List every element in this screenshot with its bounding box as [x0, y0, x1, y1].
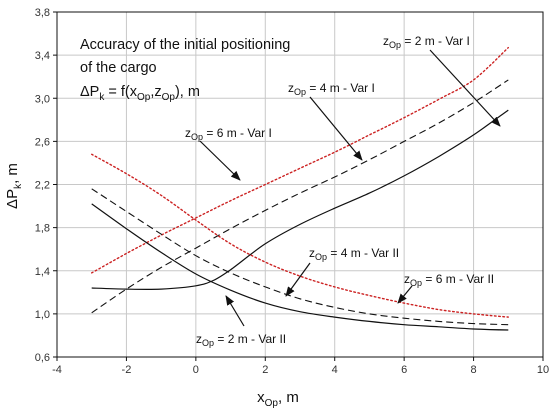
annotation-arrow-2m-var-ii	[225, 295, 245, 327]
x-axis-title-sub: Op	[265, 398, 279, 409]
y-tick-label: 0,6	[35, 352, 50, 364]
x-axis-title-suffix: , m	[278, 389, 299, 406]
chart-title-line-2: of the cargo	[80, 60, 157, 76]
y-tick-label: 1,0	[35, 309, 50, 321]
y-tick-label: 3,8	[35, 7, 50, 19]
y-tick-label: 1,4	[35, 266, 50, 278]
y-tick-labels: 0,6 1,0 1,4 1,8 2,2 2,6 3,0 3,4 3,8	[35, 7, 57, 364]
chart-title-line-1: Accuracy of the initial positioning	[80, 37, 290, 53]
y-tick-label: 2,6	[35, 136, 50, 148]
x-tick-label: 4	[332, 364, 338, 376]
chart-formula: ΔPk = f(xOp,zOp), m	[80, 84, 200, 103]
y-axis-title-main: ΔP	[4, 189, 21, 209]
annotation-label-2m-var-i: zOp = 2 m - Var I	[383, 34, 470, 50]
x-tick-labels: -4 -2 0 2 4 6 8 10	[52, 357, 549, 376]
formula-comma: ,z	[150, 84, 161, 100]
annotation-arrow-6m-var-ii	[397, 285, 413, 304]
annotation-label-4m-var-ii: zOp = 4 m - Var II	[309, 246, 399, 262]
formula-z-sub: Op	[162, 92, 176, 103]
formula-mid: = f(x	[104, 84, 137, 100]
series-group	[91, 46, 509, 331]
y-axis-title-sub: k	[13, 183, 24, 189]
y-tick-label: 1,8	[35, 223, 50, 235]
x-tick-label: -4	[52, 364, 62, 376]
y-tick-label: 2,2	[35, 180, 50, 192]
formula-prefix: ΔP	[80, 84, 99, 100]
annotation-arrow-2m-var-i	[429, 49, 501, 127]
annotation-label-2m-var-ii: zOp = 2 m - Var II	[196, 332, 286, 348]
x-tick-label: 0	[193, 364, 199, 376]
series-line-4	[91, 188, 509, 326]
y-axis-title-suffix: , m	[4, 163, 21, 184]
annotation-label-6m-var-ii: zOp = 6 m - Var II	[404, 272, 494, 288]
x-tick-label: 6	[401, 364, 407, 376]
annotation-arrow-4m-var-ii	[285, 262, 311, 297]
series-line-2	[91, 109, 509, 290]
series-line-1	[91, 79, 509, 314]
annotation-arrow-6m-var-i	[199, 140, 241, 181]
formula-prefix-sub: k	[99, 92, 105, 103]
y-tick-label: 3,0	[35, 93, 50, 105]
x-tick-label: 2	[262, 364, 268, 376]
formula-x-sub: Op	[137, 92, 151, 103]
x-tick-label: -2	[122, 364, 132, 376]
x-axis-title: xOp, m	[257, 389, 299, 409]
x-axis-title-main: x	[257, 389, 265, 406]
y-tick-label: 3,4	[35, 50, 50, 62]
series-line-3	[91, 153, 509, 318]
annotation-arrow-4m-var-i	[309, 96, 363, 161]
formula-suffix: ), m	[175, 84, 200, 100]
y-axis-title: ΔPk, m	[4, 163, 24, 209]
annotation-label-6m-var-i: zOp = 6 m - Var I	[185, 126, 272, 142]
series-line-0	[91, 46, 509, 274]
x-tick-label: 8	[471, 364, 477, 376]
annotation-label-4m-var-i: zOp = 4 m - Var I	[288, 81, 375, 97]
series-line-5	[91, 203, 509, 331]
x-tick-label: 10	[537, 364, 549, 376]
